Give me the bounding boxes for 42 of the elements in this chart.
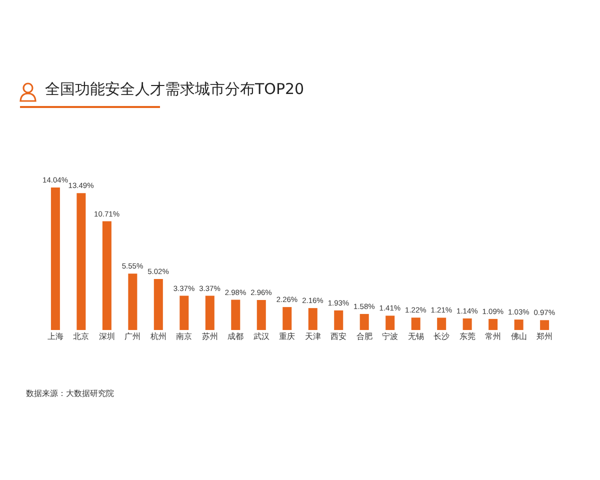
bar	[102, 221, 112, 330]
x-tick-label: 常州	[485, 332, 502, 341]
bar	[462, 318, 472, 330]
bar	[50, 188, 60, 330]
x-tick-label: 广州	[124, 332, 141, 341]
x-tick-label: 宁波	[382, 332, 398, 341]
bar	[360, 314, 369, 330]
bar	[386, 316, 395, 330]
x-tick-label: 合肥	[356, 332, 372, 341]
x-tick-label: 武汉	[253, 332, 270, 341]
x-tick-label: 南京	[176, 332, 192, 341]
bar	[334, 310, 344, 330]
x-tick-label: 北京	[73, 332, 90, 341]
x-tick-label: 深圳	[98, 332, 115, 341]
bar	[256, 300, 266, 330]
x-tick-label: 长沙	[434, 332, 450, 341]
bar	[76, 193, 86, 330]
bar	[231, 300, 240, 330]
bar	[411, 318, 420, 330]
x-tick-label: 苏州	[202, 332, 218, 341]
bar	[205, 296, 214, 330]
x-tick-label: 上海	[47, 332, 64, 341]
bar	[154, 279, 163, 330]
x-tick-label: 天津	[304, 332, 321, 341]
source-note: 数据来源：大数据研究院	[26, 389, 114, 398]
x-tick-label: 佛山	[510, 332, 527, 341]
bar	[180, 296, 189, 330]
x-tick-label: 成都	[228, 332, 244, 341]
x-tick-label: 西安	[330, 332, 347, 341]
x-tick-label: 东莞	[459, 332, 476, 341]
bar	[540, 320, 550, 330]
chart-title: 全国功能安全人才需求城市分布TOP20	[45, 80, 304, 98]
x-tick-label: 郑州	[536, 332, 553, 341]
bar	[282, 307, 292, 330]
bar	[514, 320, 524, 330]
x-tick-label: 无锡	[408, 332, 424, 341]
bar	[308, 308, 318, 330]
bar	[488, 318, 498, 330]
x-tick-label: 杭州	[149, 332, 166, 341]
bar	[128, 274, 138, 330]
x-tick-label: 重庆	[279, 332, 296, 341]
bar	[437, 318, 446, 330]
